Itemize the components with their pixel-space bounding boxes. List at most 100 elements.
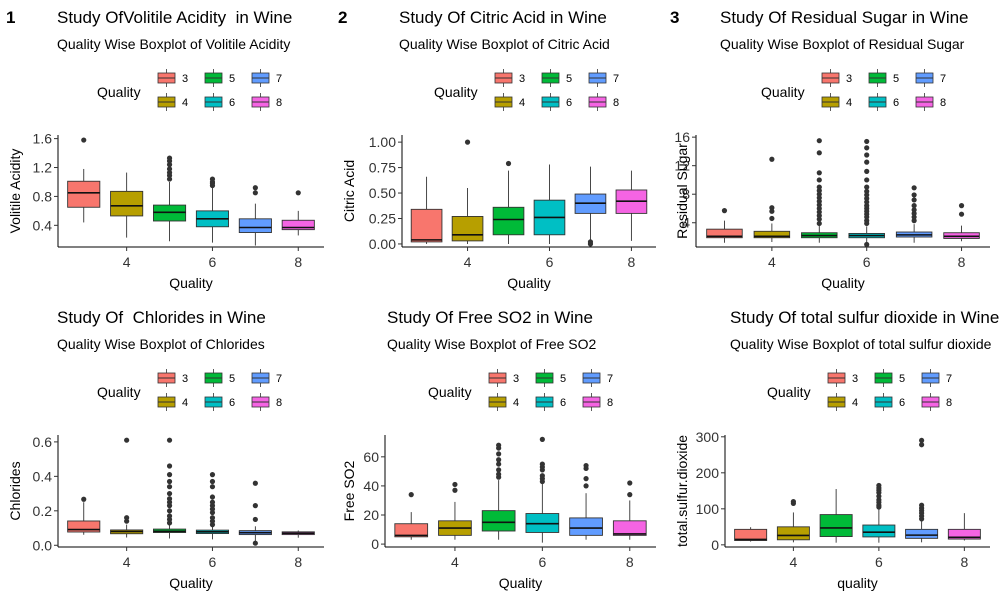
outlier-point <box>539 461 545 467</box>
legend-label-6: 6 <box>893 97 899 109</box>
chart-subtitle: Quality Wise Boxplot of Free SO2 <box>387 336 597 352</box>
legend-key-7: 7 <box>921 369 952 387</box>
legend-label-3: 3 <box>182 373 188 385</box>
outlier-point <box>911 185 917 191</box>
legend-label-3: 3 <box>182 73 188 85</box>
legend-label-4: 4 <box>513 397 519 409</box>
panel-tag: 2 <box>338 8 347 27</box>
chart-title: Study Of total sulfur dioxide in Wine <box>730 308 999 327</box>
y-tick-label: 300 <box>696 429 720 445</box>
outlier-point <box>627 492 633 498</box>
outlier-point <box>769 205 775 211</box>
legend-label-4: 4 <box>846 97 852 109</box>
iqr-box <box>947 528 981 540</box>
outlier-point <box>496 471 502 477</box>
y-tick-label: 0.0 <box>33 537 53 553</box>
outlier-point <box>81 137 87 143</box>
legend-key-3: 3 <box>157 69 188 87</box>
box-quality-5 <box>492 160 525 244</box>
outlier-point <box>864 199 870 205</box>
y-tick-label: 0 <box>371 536 379 552</box>
legend-label-3: 3 <box>513 373 519 385</box>
outlier-point <box>295 190 301 196</box>
box-quality-8 <box>947 513 981 541</box>
box-quality-7 <box>905 437 939 543</box>
y-tick-label: 40 <box>363 478 379 494</box>
axes: 0.4 0.8 1.2 1.6 4 6 8 Quality Volitile Acidity <box>7 131 324 291</box>
chart-title: Study Of Citric Acid in Wine <box>399 8 607 27</box>
outlier-point <box>876 497 882 503</box>
legend-label-7: 7 <box>946 373 952 385</box>
axes: 0.0 0.2 0.4 0.6 4 6 8 Quality Chlorides <box>7 434 324 591</box>
outlier-point <box>209 478 216 485</box>
y-tick-label: 60 <box>363 449 379 465</box>
box-quality-4 <box>110 437 144 538</box>
legend-key-8: 8 <box>588 93 619 111</box>
box-quality-7 <box>238 480 272 546</box>
outlier-point <box>864 218 870 224</box>
outlier-point <box>166 484 173 490</box>
iqr-box <box>451 216 484 242</box>
legend-key-8: 8 <box>251 393 282 411</box>
outlier-point <box>911 210 917 217</box>
iqr-box <box>67 520 101 533</box>
y-tick-label: 1.6 <box>33 131 53 147</box>
y-tick-label: 0.75 <box>369 160 396 176</box>
outlier-point <box>816 150 822 156</box>
x-tick-label: 8 <box>294 554 302 570</box>
legend-key-6: 6 <box>204 393 235 411</box>
box-quality-4 <box>110 172 144 238</box>
outlier-point <box>721 208 728 214</box>
outlier-point <box>583 476 589 482</box>
legend-label-7: 7 <box>613 73 619 85</box>
iqr-box <box>281 219 315 231</box>
legend-key-7: 7 <box>588 69 619 87</box>
chart-subtitle: Quality Wise Boxplot of total sulfur dio… <box>730 336 992 352</box>
legend-key-5: 5 <box>204 369 235 387</box>
iqr-box <box>819 514 853 538</box>
outlier-point <box>452 481 458 488</box>
box-quality-8 <box>281 530 315 538</box>
box-quality-6 <box>195 176 229 243</box>
outlier-point <box>864 145 870 151</box>
legend-label-8: 8 <box>940 97 946 109</box>
outlier-point <box>816 138 822 144</box>
outlier-point <box>252 516 258 523</box>
box-quality-7 <box>569 462 603 540</box>
outlier-point <box>816 177 822 183</box>
outlier-point <box>252 540 258 546</box>
legend-key-5: 5 <box>541 69 572 87</box>
x-tick-label: 8 <box>628 254 636 270</box>
legend-key-7: 7 <box>582 369 613 387</box>
legend-title: Quality <box>761 84 805 100</box>
outlier-point <box>864 203 870 209</box>
iqr-box <box>569 517 603 536</box>
outlier-point <box>911 197 917 203</box>
axes: 0 20 40 60 4 6 8 Quality Free SO2 <box>341 435 656 591</box>
box-quality-4 <box>438 481 472 540</box>
legend-label-4: 4 <box>519 97 525 109</box>
legend-key-6: 6 <box>874 393 905 411</box>
x-tick-label: 8 <box>960 554 968 570</box>
chart-panel-1: 1 Study OfVolitile Acidity in Wine Quality… <box>6 8 324 291</box>
outlier-point <box>252 503 258 509</box>
legend-label-5: 5 <box>893 73 899 85</box>
outlier-point <box>627 480 633 486</box>
y-axis-label: Volitile Acidity <box>7 149 23 234</box>
legend-title: Quality <box>428 384 472 400</box>
iqr-box <box>753 230 791 239</box>
outlier-point <box>864 192 870 198</box>
outlier-point <box>209 484 216 490</box>
chart-title: Study Of Chlorides in Wine <box>57 308 266 327</box>
legend-title: Quality <box>97 84 141 100</box>
outlier-point <box>209 472 216 478</box>
box-quality-6 <box>862 482 896 543</box>
outlier-point <box>919 442 925 448</box>
y-tick-label: 200 <box>696 465 720 481</box>
iqr-box <box>862 524 896 538</box>
legend-label-6: 6 <box>229 397 235 409</box>
box-quality-4 <box>451 139 484 244</box>
outlier-point <box>496 457 502 463</box>
iqr-box <box>492 206 525 236</box>
legend-key-3: 3 <box>494 69 525 87</box>
